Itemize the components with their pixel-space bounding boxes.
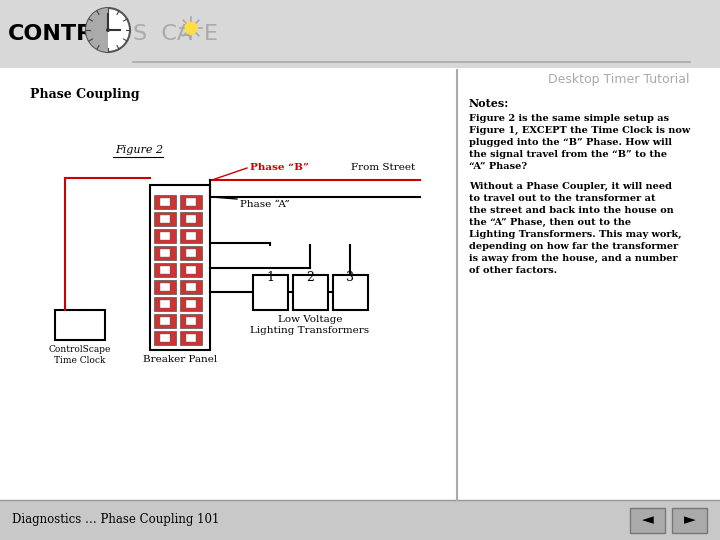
Bar (154, 314, 176, 328)
Bar (180, 297, 202, 311)
Bar (672, 508, 707, 532)
Text: CONTROL: CONTROL (8, 24, 127, 44)
Text: 2: 2 (306, 271, 314, 284)
Bar (333, 275, 368, 310)
Bar (180, 212, 202, 226)
Bar (630, 508, 665, 532)
Text: depending on how far the transformer: depending on how far the transformer (469, 242, 678, 251)
Bar (160, 300, 170, 308)
Bar (160, 215, 170, 223)
Text: plugged into the “B” Phase. How will: plugged into the “B” Phase. How will (469, 138, 672, 147)
Bar (186, 232, 196, 240)
Bar (180, 229, 202, 243)
Text: 3: 3 (346, 271, 354, 284)
Bar (253, 275, 288, 310)
Circle shape (86, 8, 130, 52)
Text: the street and back into the house on: the street and back into the house on (469, 206, 674, 215)
Bar (180, 195, 202, 209)
Bar (186, 215, 196, 223)
Bar (186, 198, 196, 206)
Text: Low Voltage
Lighting Transformers: Low Voltage Lighting Transformers (251, 315, 369, 335)
Bar (293, 275, 328, 310)
Circle shape (106, 28, 110, 32)
Bar (160, 249, 170, 257)
Bar (160, 232, 170, 240)
Text: Without a Phase Coupler, it will need: Without a Phase Coupler, it will need (469, 182, 672, 191)
Text: the “A” Phase, then out to the: the “A” Phase, then out to the (469, 218, 631, 227)
Text: is away from the house, and a number: is away from the house, and a number (469, 254, 678, 263)
Text: ControlScape
Time Clock: ControlScape Time Clock (49, 345, 111, 365)
Bar (154, 246, 176, 260)
Bar (154, 263, 176, 277)
Text: Figure 1, EXCEPT the Time Clock is now: Figure 1, EXCEPT the Time Clock is now (469, 126, 690, 135)
Text: Lighting Transformers. This may work,: Lighting Transformers. This may work, (469, 230, 682, 239)
Text: “A” Phase?: “A” Phase? (469, 162, 527, 171)
Text: Phase “A”: Phase “A” (240, 200, 289, 209)
Bar (154, 229, 176, 243)
Bar (180, 263, 202, 277)
Text: Desktop Timer Tutorial: Desktop Timer Tutorial (549, 73, 690, 86)
Bar (180, 331, 202, 345)
Bar (186, 317, 196, 325)
Text: Figure 2 is the same simple setup as: Figure 2 is the same simple setup as (469, 114, 669, 123)
Circle shape (185, 22, 197, 34)
Bar (55, 310, 105, 340)
Bar (154, 297, 176, 311)
Text: Phase “B”: Phase “B” (250, 164, 309, 172)
Text: ◄: ◄ (642, 512, 653, 528)
Bar (150, 185, 210, 350)
Text: 1: 1 (266, 271, 274, 284)
Bar (0, 0, 720, 68)
Bar (154, 212, 176, 226)
Text: E: E (204, 24, 218, 44)
Text: Figure 2: Figure 2 (115, 145, 163, 155)
Wedge shape (86, 8, 108, 52)
Text: Phase Coupling: Phase Coupling (30, 88, 140, 101)
Text: Notes:: Notes: (469, 98, 509, 109)
Bar (154, 280, 176, 294)
Bar (160, 266, 170, 274)
Bar (186, 266, 196, 274)
Text: the signal travel from the “B” to the: the signal travel from the “B” to the (469, 150, 667, 159)
Bar (186, 300, 196, 308)
Bar (186, 249, 196, 257)
Bar (0, 500, 720, 540)
Bar (160, 334, 170, 342)
Bar (186, 283, 196, 291)
Bar (154, 195, 176, 209)
Text: From Street: From Street (351, 163, 415, 172)
Bar (180, 314, 202, 328)
Bar (180, 280, 202, 294)
Bar (154, 331, 176, 345)
Text: to travel out to the transformer at: to travel out to the transformer at (469, 194, 655, 203)
Bar (160, 283, 170, 291)
Text: Diagnostics … Phase Coupling 101: Diagnostics … Phase Coupling 101 (12, 514, 220, 526)
Text: of other factors.: of other factors. (469, 266, 557, 275)
Bar (180, 246, 202, 260)
Text: S  CA: S CA (133, 24, 192, 44)
Text: ►: ► (683, 512, 696, 528)
Bar (160, 198, 170, 206)
Bar (186, 334, 196, 342)
Bar (160, 317, 170, 325)
Text: Breaker Panel: Breaker Panel (143, 355, 217, 364)
